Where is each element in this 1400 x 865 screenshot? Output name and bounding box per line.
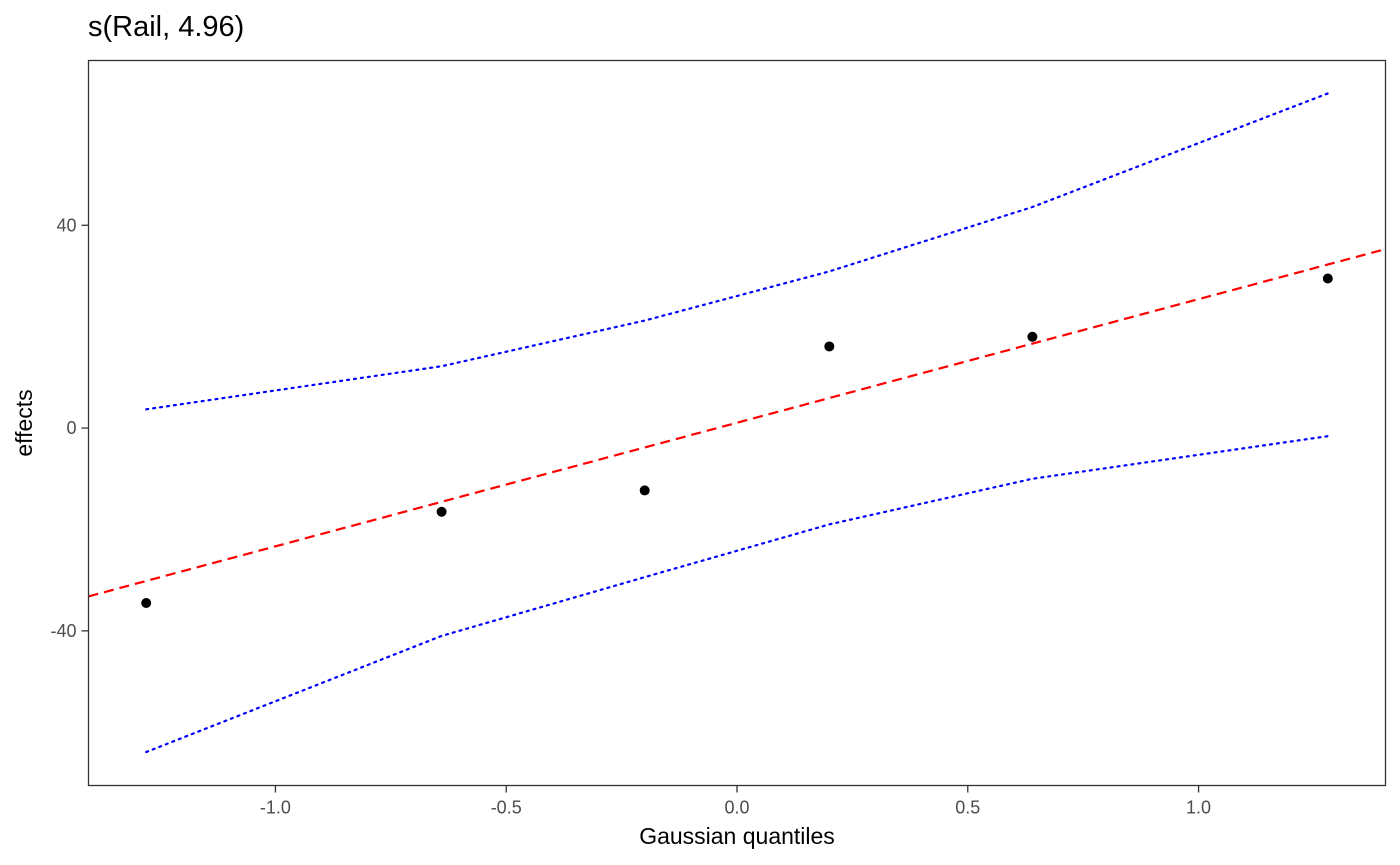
x-tick-label: 1.0 — [1186, 798, 1211, 818]
confidence-band-upper — [145, 92, 1329, 411]
points-layer — [141, 273, 1333, 608]
chart-title: s(Rail, 4.96) — [88, 11, 244, 43]
data-point — [824, 341, 835, 352]
panel-border — [87, 59, 1387, 787]
data-point — [1027, 331, 1038, 342]
x-tick-label: 0.5 — [955, 798, 980, 818]
y-tick-label: 0 — [66, 418, 76, 438]
data-point — [639, 485, 650, 496]
y-axis-title: effects — [11, 389, 37, 456]
y-tick-label: -40 — [50, 621, 76, 641]
lines-layer — [88, 92, 1386, 754]
y-tick-label: 40 — [56, 215, 76, 235]
x-axis: -1.0 -0.5 0.0 0.5 1.0 — [260, 785, 1211, 818]
x-axis-title: Gaussian quantiles — [639, 823, 835, 849]
reference-line — [88, 248, 1386, 598]
y-axis: -40 0 40 — [50, 215, 89, 641]
data-point — [1322, 273, 1333, 284]
data-point — [436, 506, 447, 517]
data-point — [141, 597, 152, 608]
x-tick-label: 0.0 — [724, 798, 749, 818]
confidence-band-lower — [145, 435, 1329, 754]
x-tick-label: -0.5 — [491, 798, 522, 818]
x-tick-label: -1.0 — [260, 798, 291, 818]
